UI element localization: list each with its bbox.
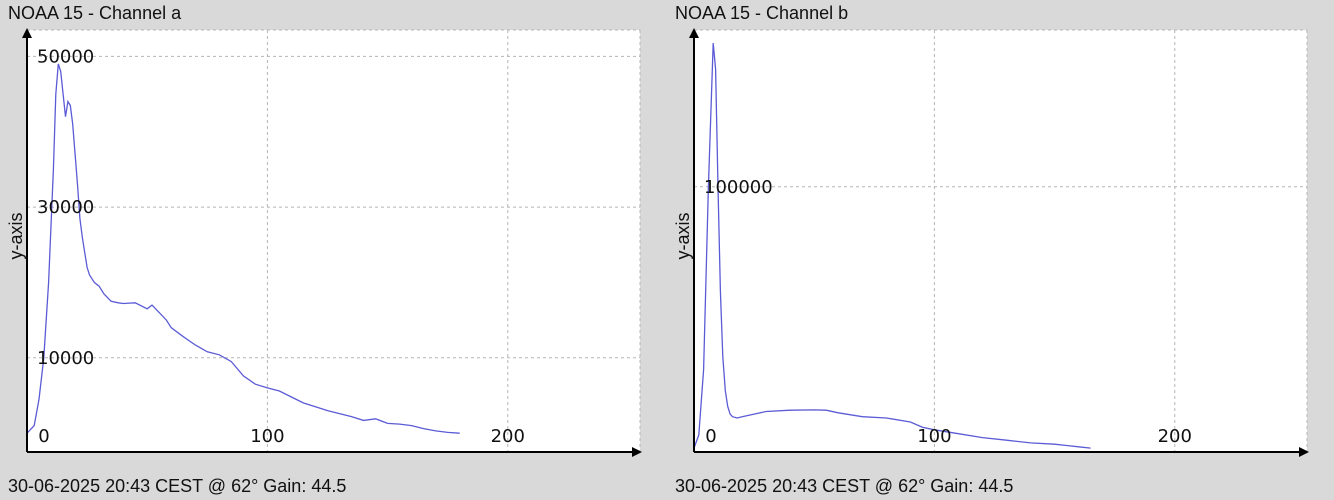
x-tick-label: 100 (250, 426, 284, 447)
x-tick-label: 0 (38, 426, 49, 447)
y-tick-label: 100000 (704, 177, 773, 198)
data-line (26, 63, 460, 434)
chart-title: NOAA 15 - Channel b (675, 3, 849, 23)
chart-panel-a: NOAA 15 - Channel a 0 100 200 10000 30000 500… (6, 3, 642, 496)
chart-panel-b: NOAA 15 - Channel b 0 100 200 100000 y-axis … (667, 0, 1334, 500)
x-tick-label: 0 (705, 426, 716, 447)
y-axis-label: y-axis (673, 212, 693, 259)
y-tick-label: 50000 (37, 46, 94, 67)
chart-plot-area: 0 100 200 10000 30000 50000 y-axis (6, 28, 642, 457)
x-axis-arrow-icon (632, 447, 642, 457)
x-tick-label: 200 (1158, 426, 1192, 447)
capture-info: 30-06-2025 20:43 CEST @ 62° Gain: 44.5 (8, 476, 347, 496)
chart-plot-area: 0 100 200 100000 y-axis (673, 28, 1309, 457)
x-tick-label: 100 (917, 426, 951, 447)
y-axis-label: y-axis (6, 212, 26, 259)
chart-title: NOAA 15 - Channel a (8, 3, 182, 23)
y-axis-arrow-icon (22, 28, 32, 38)
capture-info: 30-06-2025 20:43 CEST @ 62° Gain: 44.5 (675, 476, 1014, 496)
y-tick-label: 10000 (37, 348, 94, 369)
x-axis-arrow-icon (1299, 447, 1309, 457)
y-tick-label: 30000 (37, 197, 94, 218)
plot-background (27, 30, 640, 452)
plot-background (694, 30, 1307, 452)
data-line (693, 43, 1091, 449)
y-axis-arrow-icon (689, 28, 699, 38)
x-tick-label: 200 (491, 426, 525, 447)
